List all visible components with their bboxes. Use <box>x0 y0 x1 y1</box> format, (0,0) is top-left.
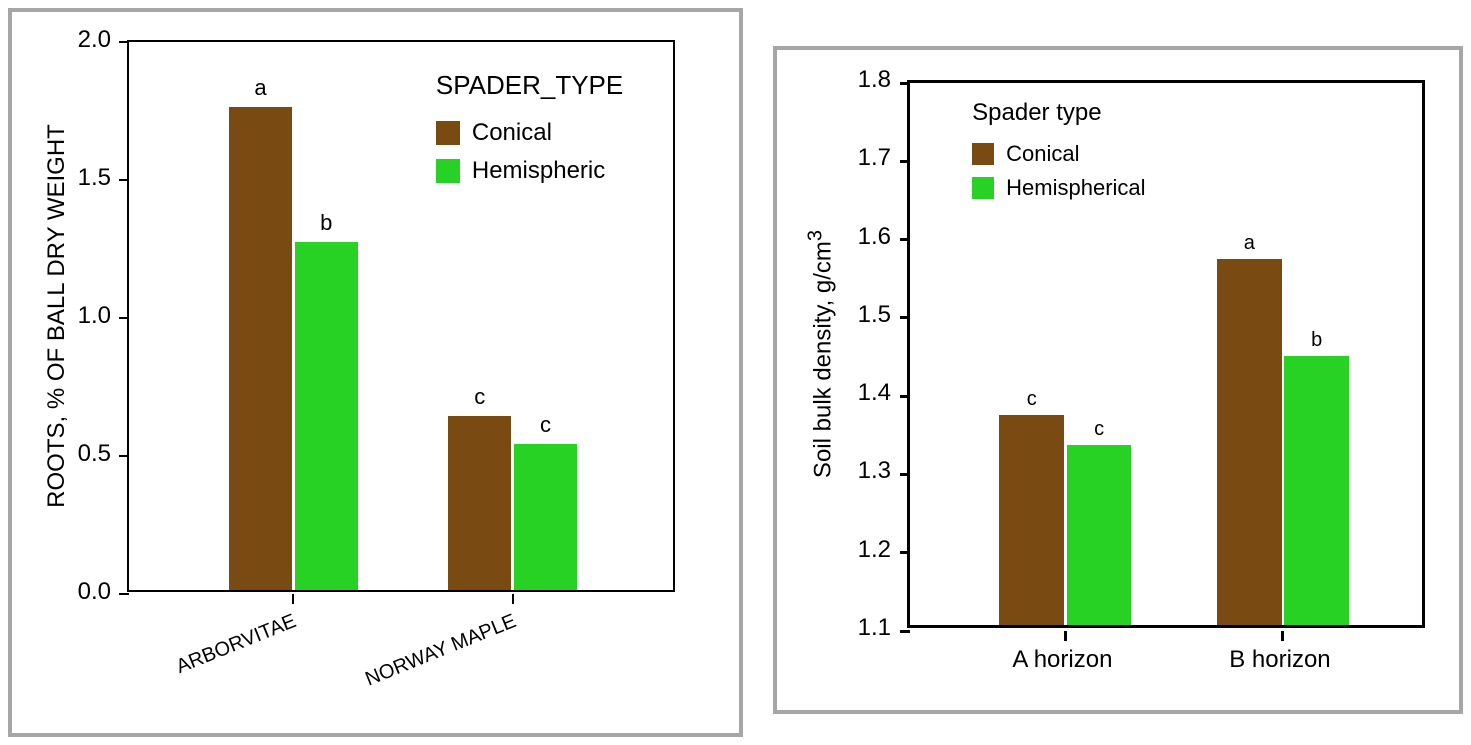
left-ytick <box>119 593 129 595</box>
right-panel: Soil bulk density, g/cm3 c c a b Spader type… <box>773 46 1463 714</box>
left-xtick-label: ARBORVITAE <box>174 610 300 679</box>
left-xtick-label: NORWAY MAPLE <box>362 610 519 691</box>
right-bar-letter: c <box>1027 388 1037 411</box>
right-ytick <box>900 395 910 398</box>
right-ytick-label: 1.8 <box>841 66 891 94</box>
left-legend-swatch <box>436 121 460 145</box>
left-bar-letter: c <box>540 412 551 438</box>
left-ytick <box>119 179 129 181</box>
left-ytick-label: 0.0 <box>61 578 111 606</box>
right-ytick <box>900 316 910 319</box>
left-xtick <box>512 594 514 604</box>
right-bar-letter: a <box>1244 232 1255 255</box>
left-ytick <box>119 41 129 43</box>
left-legend-item: Hemispheric <box>436 157 623 185</box>
right-ylabel: Soil bulk density, g/cm3 <box>805 230 838 478</box>
right-ytick-label: 1.5 <box>841 301 891 329</box>
left-bar <box>448 416 511 590</box>
right-bar <box>1067 445 1132 625</box>
right-xtick <box>1281 631 1284 641</box>
left-legend-label: Conical <box>472 119 552 147</box>
right-legend-title: Spader type <box>972 99 1145 127</box>
left-legend-swatch <box>436 159 460 183</box>
right-legend-item: Conical <box>972 141 1145 167</box>
left-bar <box>514 444 577 590</box>
right-ytick-label: 1.4 <box>841 379 891 407</box>
left-ytick-label: 1.5 <box>61 164 111 192</box>
left-xtick <box>292 594 294 604</box>
right-bar <box>1217 259 1282 625</box>
right-xtick-label: B horizon <box>1229 646 1330 674</box>
left-bar <box>295 242 358 590</box>
right-ytick <box>900 551 910 554</box>
right-bar <box>1284 356 1349 625</box>
right-ytick-label: 1.6 <box>841 223 891 251</box>
right-ylabel-text: Soil bulk density, g/cm <box>810 241 837 478</box>
right-bar-letter: c <box>1094 418 1104 441</box>
right-ytick-label: 1.1 <box>841 614 891 642</box>
left-legend-label: Hemispheric <box>472 157 605 185</box>
right-ytick <box>900 82 910 85</box>
left-bar <box>229 107 292 590</box>
left-legend-title: SPADER_TYPE <box>436 70 623 101</box>
right-ytick <box>900 473 910 476</box>
right-bar <box>999 415 1064 625</box>
right-legend: Spader type Conical Hemispherical <box>972 99 1145 209</box>
right-ytick-label: 1.3 <box>841 457 891 485</box>
right-xtick <box>1064 631 1067 641</box>
right-legend-label: Conical <box>1006 141 1079 167</box>
right-ytick-label: 1.7 <box>841 144 891 172</box>
right-plot: c c a b Spader type Conical Hemispherical <box>907 80 1425 628</box>
right-legend-item: Hemispherical <box>972 175 1145 201</box>
left-ytick-label: 1.0 <box>61 302 111 330</box>
left-legend: SPADER_TYPE Conical Hemispheric <box>436 70 623 195</box>
left-ytick <box>119 317 129 319</box>
right-ytick <box>900 160 910 163</box>
left-plot: a b c c SPADER_TYPE Conical Hemispheric <box>127 40 675 592</box>
right-ytick <box>900 630 910 633</box>
right-legend-swatch <box>972 177 994 199</box>
right-ytick <box>900 238 910 241</box>
right-bar-letter: b <box>1311 329 1322 352</box>
right-ytick-label: 1.2 <box>841 536 891 564</box>
left-ytick-label: 2.0 <box>61 26 111 54</box>
left-legend-item: Conical <box>436 119 623 147</box>
left-bar-letter: b <box>320 210 332 236</box>
left-panel: ROOTS, % OF BALL DRY WEIGHT abccSPADER_T… <box>8 8 743 737</box>
right-legend-label: Hemispherical <box>1006 175 1145 201</box>
left-bar-letter: a <box>254 75 266 101</box>
right-xtick-label: A horizon <box>1012 646 1112 674</box>
left-ytick <box>119 455 129 457</box>
right-ylabel-sup: 3 <box>805 230 827 241</box>
right-legend-swatch <box>972 143 994 165</box>
left-bar-letter: c <box>474 384 485 410</box>
left-ytick-label: 0.5 <box>61 440 111 468</box>
